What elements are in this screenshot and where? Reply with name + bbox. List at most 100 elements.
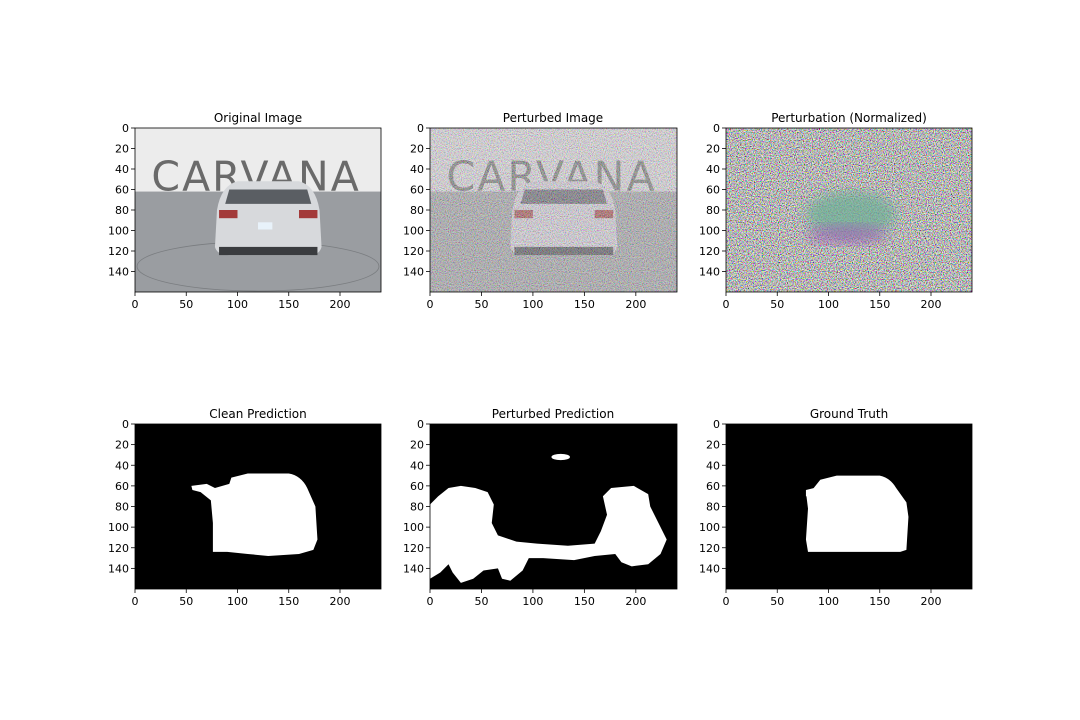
- y-tick-label: 100: [108, 521, 129, 534]
- panel-title: Perturbed Image: [503, 111, 603, 125]
- y-tick-label: 80: [410, 204, 424, 217]
- axis-ticks: 0 50 100 150 200 0 20 40 60 80 100 120 140: [403, 122, 646, 311]
- y-tick-label: 60: [706, 480, 720, 493]
- y-tick-label: 100: [699, 225, 720, 238]
- x-tick-label: 150: [278, 595, 299, 608]
- y-tick-label: 0: [713, 122, 720, 135]
- x-tick-label: 200: [625, 595, 646, 608]
- y-tick-label: 60: [115, 184, 129, 197]
- panel-clean-prediction: Clean Prediction 0 50 100 150 200 0 20 40 60 80 10…: [108, 407, 382, 608]
- y-tick-label: 40: [410, 163, 424, 176]
- x-tick-label: 100: [522, 298, 543, 311]
- x-tick-label: 0: [132, 595, 139, 608]
- x-tick-label: 150: [278, 298, 299, 311]
- y-tick-label: 80: [115, 204, 129, 217]
- x-tick-label: 0: [132, 298, 139, 311]
- y-tick-label: 20: [410, 439, 424, 452]
- y-tick-label: 0: [122, 418, 129, 431]
- x-tick-label: 100: [818, 298, 839, 311]
- x-tick-label: 200: [625, 298, 646, 311]
- x-tick-label: 50: [474, 595, 488, 608]
- panel-perturbed-image: Perturbed Image CARVANA 0 50 100 150 200 0 20 4…: [403, 111, 678, 311]
- y-tick-label: 100: [403, 521, 424, 534]
- clean-mask: [135, 424, 381, 589]
- perturbed-photo: CARVANA: [430, 128, 677, 292]
- x-tick-label: 150: [869, 298, 890, 311]
- y-tick-label: 40: [410, 459, 424, 472]
- y-tick-label: 0: [713, 418, 720, 431]
- y-tick-label: 60: [115, 480, 129, 493]
- y-tick-label: 100: [403, 225, 424, 238]
- y-tick-label: 60: [410, 184, 424, 197]
- x-tick-label: 150: [869, 595, 890, 608]
- y-tick-label: 0: [417, 122, 424, 135]
- panel-title: Original Image: [214, 111, 302, 125]
- y-tick-label: 0: [417, 418, 424, 431]
- y-tick-label: 120: [108, 542, 129, 555]
- y-tick-label: 60: [706, 184, 720, 197]
- perturbation-noise: [726, 128, 972, 292]
- y-tick-label: 100: [699, 521, 720, 534]
- y-tick-label: 0: [122, 122, 129, 135]
- y-tick-label: 40: [115, 163, 129, 176]
- x-tick-label: 100: [522, 595, 543, 608]
- x-tick-label: 150: [574, 298, 595, 311]
- panel-ground-truth: Ground Truth 0 50 100 150 200 0 20 40 60 80 100 120…: [699, 407, 973, 608]
- x-tick-label: 50: [179, 298, 193, 311]
- x-tick-label: 0: [723, 298, 730, 311]
- y-tick-label: 120: [699, 542, 720, 555]
- original-photo: CARVANA: [135, 128, 381, 292]
- y-tick-label: 120: [403, 542, 424, 555]
- axis-ticks: 0 50 100 150 200 0 20 40 60 80 100 120 140: [699, 418, 942, 608]
- y-tick-label: 140: [108, 266, 129, 279]
- x-tick-label: 50: [179, 595, 193, 608]
- y-tick-label: 140: [403, 562, 424, 575]
- x-tick-label: 150: [574, 595, 595, 608]
- panel-title: Ground Truth: [810, 407, 888, 421]
- y-tick-label: 140: [699, 562, 720, 575]
- y-tick-label: 60: [410, 480, 424, 493]
- y-tick-label: 40: [115, 459, 129, 472]
- y-tick-label: 120: [699, 245, 720, 258]
- y-tick-label: 20: [115, 143, 129, 156]
- y-tick-label: 140: [403, 266, 424, 279]
- perturbed-mask: [430, 424, 677, 589]
- truth-mask: [726, 424, 972, 589]
- x-tick-label: 100: [227, 298, 248, 311]
- y-tick-label: 140: [108, 562, 129, 575]
- y-tick-label: 120: [108, 245, 129, 258]
- y-tick-label: 20: [115, 439, 129, 452]
- axis-ticks: 0 50 100 150 200 0 20 40 60 80 100 120 140: [699, 122, 942, 311]
- y-tick-label: 120: [403, 245, 424, 258]
- x-tick-label: 200: [921, 298, 942, 311]
- panel-title: Clean Prediction: [209, 407, 306, 421]
- y-tick-label: 140: [699, 266, 720, 279]
- y-tick-label: 80: [706, 204, 720, 217]
- y-tick-label: 100: [108, 225, 129, 238]
- axis-ticks: 0 50 100 150 200 0 20 40 60 80 100 120 140: [108, 122, 351, 311]
- x-tick-label: 0: [723, 595, 730, 608]
- x-tick-label: 200: [330, 298, 351, 311]
- panel-title: Perturbation (Normalized): [771, 111, 927, 125]
- y-tick-label: 20: [706, 439, 720, 452]
- x-tick-label: 0: [427, 595, 434, 608]
- x-tick-label: 0: [427, 298, 434, 311]
- x-tick-label: 50: [474, 298, 488, 311]
- y-tick-label: 80: [706, 501, 720, 514]
- y-tick-label: 20: [706, 143, 720, 156]
- panel-original-image: Original Image CARVANA 0 50 100 150 200 0 20 40…: [108, 111, 382, 311]
- panel-perturbation: Perturbation (Normalized) 0 50 100 150 200 0 2…: [699, 111, 973, 311]
- x-tick-label: 200: [921, 595, 942, 608]
- x-tick-label: 200: [330, 595, 351, 608]
- x-tick-label: 50: [770, 595, 784, 608]
- y-tick-label: 20: [410, 143, 424, 156]
- axis-ticks: 0 50 100 150 200 0 20 40 60 80 100 120 140: [403, 418, 646, 608]
- y-tick-label: 80: [410, 501, 424, 514]
- y-tick-label: 80: [115, 501, 129, 514]
- y-tick-label: 40: [706, 459, 720, 472]
- x-tick-label: 100: [818, 595, 839, 608]
- panel-perturbed-prediction: Perturbed Prediction 0 50 100 150 200 0 20 40 60…: [403, 407, 678, 608]
- x-tick-label: 50: [770, 298, 784, 311]
- panel-title: Perturbed Prediction: [492, 407, 614, 421]
